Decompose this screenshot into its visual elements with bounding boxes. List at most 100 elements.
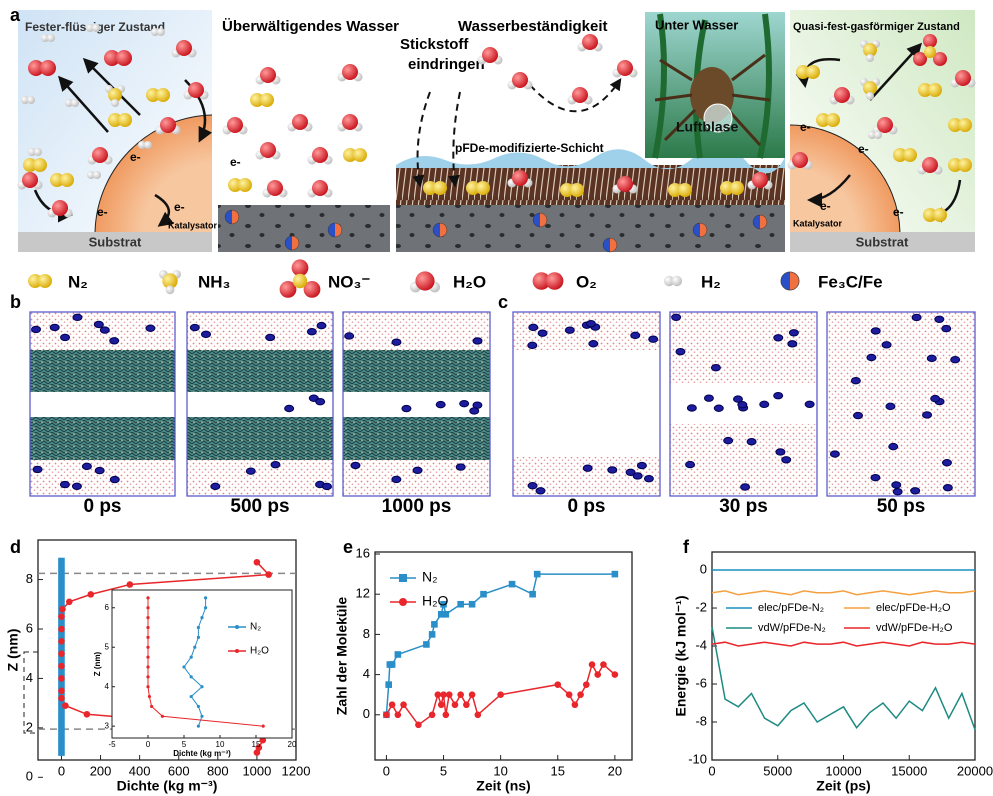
- slab-region: [30, 350, 175, 392]
- legend-label: NH₃: [198, 272, 230, 291]
- molecule-fe: [328, 223, 342, 237]
- n2-molecule: [538, 330, 547, 336]
- x-tick-label: 20: [608, 763, 622, 778]
- molecule-fe: [225, 210, 239, 224]
- y-tick-label: 12: [356, 586, 370, 601]
- data-point: [58, 595, 65, 602]
- panel-label: d: [10, 537, 21, 557]
- data-point: [58, 650, 65, 657]
- molecule-h2o: [568, 87, 593, 105]
- data-point: [480, 591, 487, 598]
- x-tick-label: 0: [383, 763, 390, 778]
- n2-molecule: [528, 342, 537, 348]
- x-axis-label: Zeit (ps): [816, 778, 870, 794]
- n2-molecule: [724, 437, 733, 443]
- n2-molecule: [882, 342, 891, 348]
- data-point: [58, 681, 65, 688]
- molecule-no3: [280, 259, 321, 297]
- molecule-h2o: [478, 47, 503, 65]
- n2-molecule: [307, 328, 316, 334]
- data-point: [497, 691, 504, 698]
- data-point: [146, 626, 149, 629]
- electron-label: e-: [174, 200, 185, 214]
- time-label: 0 ps: [567, 496, 605, 517]
- n2-molecule: [927, 355, 936, 361]
- data-point: [58, 558, 65, 565]
- data-point: [395, 651, 402, 658]
- n2-molecule: [788, 341, 797, 347]
- n2-molecule: [672, 314, 681, 320]
- panel-label: e: [343, 537, 353, 557]
- data-point: [161, 715, 164, 718]
- n2-molecule: [473, 338, 482, 344]
- data-point: [423, 641, 430, 648]
- y-tick-label: 4: [363, 666, 370, 681]
- n2-molecule: [714, 405, 723, 411]
- data-point: [146, 675, 149, 678]
- annotation: pFDe-modifizierte-Schicht: [455, 141, 604, 155]
- data-point: [204, 596, 207, 599]
- x-tick-label: 5: [440, 763, 447, 778]
- n2-molecule: [741, 484, 750, 490]
- water-region: [343, 312, 490, 350]
- substrate-label: Substrat: [856, 234, 909, 249]
- n2-molecule: [676, 348, 685, 354]
- data-point: [190, 695, 193, 698]
- n2-molecule: [32, 326, 41, 332]
- molecule-h2o: [410, 271, 440, 292]
- data-point: [469, 601, 476, 608]
- n2-molecule: [392, 339, 401, 345]
- data-point: [554, 681, 561, 688]
- legend-marker: [399, 598, 407, 606]
- data-point: [58, 743, 65, 750]
- data-point: [452, 701, 459, 708]
- n2-molecule: [436, 401, 445, 407]
- slab-region: [343, 417, 490, 460]
- x-tick-label: -5: [108, 740, 116, 749]
- data-point: [58, 749, 65, 756]
- porous-layer: [218, 205, 390, 252]
- annotation: eindringen: [408, 56, 485, 73]
- data-point: [150, 705, 153, 708]
- data-point: [197, 725, 200, 728]
- data-point: [146, 685, 149, 688]
- n2-molecule: [392, 476, 401, 482]
- n2-molecule: [942, 325, 951, 331]
- legend-label: N₂: [250, 622, 261, 633]
- data-point: [415, 722, 422, 729]
- n2-molecule: [854, 412, 863, 418]
- time-label: 1000 ps: [382, 496, 452, 517]
- data-point: [457, 601, 464, 608]
- data-point: [146, 636, 149, 639]
- n2-molecule: [33, 466, 42, 472]
- x-tick-label: 0: [58, 763, 65, 778]
- molecule-n2: [343, 148, 367, 162]
- data-point: [200, 616, 203, 619]
- data-point: [58, 638, 65, 645]
- n2-molecule: [931, 395, 940, 401]
- data-point: [197, 626, 200, 629]
- figure: a Fester-flüssiger Zustand Überwältigend…: [0, 0, 993, 796]
- porous-layer: [396, 205, 785, 252]
- n2-molecule: [529, 324, 538, 330]
- y-tick-label: 2: [26, 719, 33, 734]
- y-tick-label: 3: [105, 721, 110, 730]
- data-point: [400, 701, 407, 708]
- data-point: [58, 570, 65, 577]
- n2-molecule: [704, 395, 713, 401]
- n2-molecule: [95, 467, 104, 473]
- x-tick-label: 15: [252, 740, 261, 749]
- n2-molecule: [413, 467, 422, 473]
- n2-molecule: [789, 330, 798, 336]
- molecule-fe: [781, 272, 799, 290]
- data-point: [146, 655, 149, 658]
- data-point: [262, 725, 265, 728]
- panel-label: a: [10, 5, 21, 25]
- data-point: [431, 621, 438, 628]
- data-point: [529, 591, 536, 598]
- x-axis-label: Zeit (ns): [476, 778, 530, 794]
- data-point: [509, 581, 516, 588]
- molecule-fe: [433, 223, 447, 237]
- data-point: [190, 675, 193, 678]
- data-point: [583, 681, 590, 688]
